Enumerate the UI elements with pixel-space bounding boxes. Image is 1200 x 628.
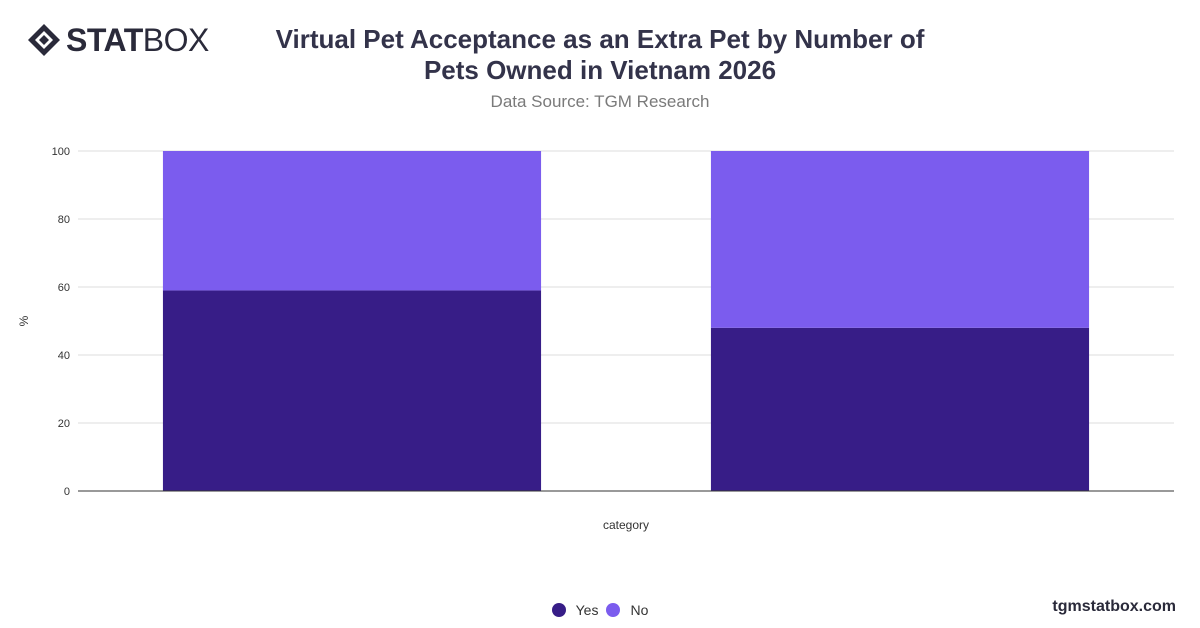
bar-yes-2 xyxy=(710,327,1090,491)
chart-title-line-1: Virtual Pet Acceptance as an Extra Pet b… xyxy=(275,24,925,54)
x-axis-label: category xyxy=(603,518,649,532)
legend-item-yes[interactable]: Yes xyxy=(551,602,599,618)
logo-wordmark-light: BOX xyxy=(142,22,210,58)
y-tick-label: 100 xyxy=(52,146,70,158)
legend-swatch-icon xyxy=(551,603,566,617)
bars xyxy=(162,151,1090,491)
logo-wordmark: STATBOX xyxy=(66,22,209,58)
statbox-logo-icon xyxy=(28,24,60,56)
legend: Yes No xyxy=(0,602,1200,618)
y-tick-label: 0 xyxy=(64,486,70,498)
chart-title: Virtual Pet Acceptance as an Extra Pet b… xyxy=(250,24,950,86)
y-axis-ticks: 0 20 40 60 80 100 xyxy=(52,146,70,498)
y-tick-label: 40 xyxy=(58,350,70,362)
statbox-logo: STATBOX xyxy=(26,22,209,58)
y-tick-label: 80 xyxy=(58,214,70,226)
legend-label: Yes xyxy=(575,602,599,618)
data-source: Data Source: TGM Research xyxy=(490,92,710,111)
bar-no-1 xyxy=(162,151,542,291)
legend-label: No xyxy=(630,602,649,618)
chart-title-line-2: Pets Owned in Vietnam 2026 xyxy=(423,55,777,85)
bar-no-2 xyxy=(710,151,1090,328)
bar-yes-1 xyxy=(162,290,542,491)
website-watermark: tgmstatbox.com xyxy=(1052,598,1176,615)
y-axis-label: % xyxy=(17,315,31,326)
y-tick-label: 20 xyxy=(58,418,70,430)
logo-wordmark-bold: STAT xyxy=(66,22,143,58)
legend-item-no[interactable]: No xyxy=(606,602,648,618)
legend-swatch-icon xyxy=(606,603,621,617)
y-tick-label: 60 xyxy=(58,282,70,294)
